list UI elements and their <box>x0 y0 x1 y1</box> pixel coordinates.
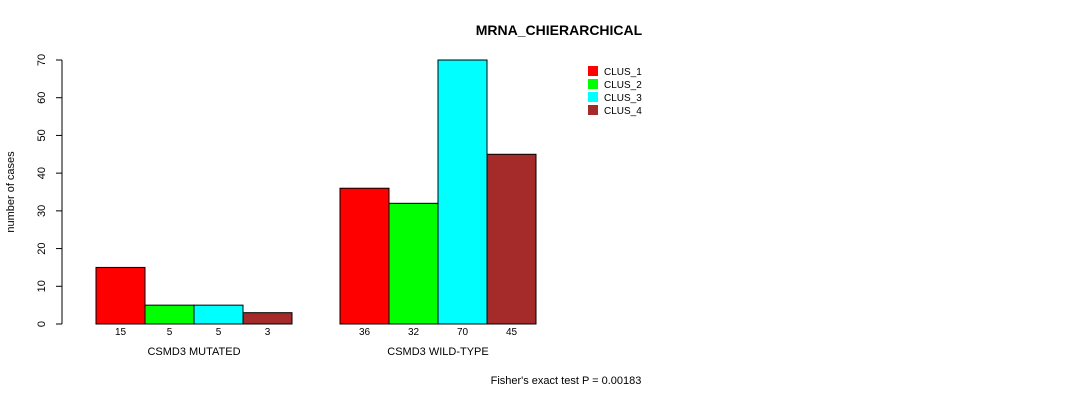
y-axis: 0 10 20 30 40 50 60 70 <box>36 54 63 327</box>
y-tick-label: 40 <box>36 167 48 179</box>
y-axis-label: number of cases <box>5 151 17 233</box>
bar-clus-3 <box>437 59 488 325</box>
y-tick-label: 10 <box>36 280 48 292</box>
bar-value-label: 45 <box>506 327 518 338</box>
bar-value-label: 3 <box>265 327 271 338</box>
legend-label: CLUS_2 <box>604 80 642 91</box>
y-tick-label: 0 <box>36 321 48 327</box>
y-tick-label: 20 <box>36 242 48 254</box>
legend: CLUS_1 CLUS_2 CLUS_3 CLUS_4 <box>588 66 642 117</box>
bar-value-label: 70 <box>457 327 469 338</box>
chart-title: MRNA_CHIERARCHICAL <box>476 22 643 38</box>
bar-clus-1 <box>339 187 390 325</box>
bar-clus-2 <box>388 202 439 325</box>
legend-label: CLUS_3 <box>604 93 642 104</box>
bar-value-label: 32 <box>408 327 420 338</box>
bar-value-label: 36 <box>359 327 371 338</box>
legend-swatch <box>588 79 598 89</box>
bar-clus-3 <box>193 304 244 325</box>
legend-swatch <box>588 92 598 102</box>
y-tick-label: 60 <box>36 92 48 104</box>
legend-swatch <box>588 105 598 115</box>
fisher-test-annotation: Fisher's exact test P = 0.00183 <box>491 375 642 387</box>
legend-swatch <box>588 66 598 76</box>
bar-value-label: 5 <box>216 327 222 338</box>
bar-clus-1 <box>95 266 146 325</box>
bars: 15 5 5 3 36 32 70 45 <box>95 59 537 338</box>
bar-clus-4 <box>486 153 537 325</box>
bar-clus-2 <box>144 304 195 325</box>
bar-value-label: 15 <box>115 327 127 338</box>
group-labels: CSMD3 MUTATED CSMD3 WILD-TYPE <box>147 346 488 358</box>
y-tick-label: 50 <box>36 129 48 141</box>
group-label: CSMD3 MUTATED <box>147 346 240 358</box>
y-tick-label: 70 <box>36 54 48 66</box>
bar-clus-4 <box>242 312 293 325</box>
legend-label: CLUS_1 <box>604 67 642 78</box>
bar-value-label: 5 <box>167 327 173 338</box>
group-label: CSMD3 WILD-TYPE <box>387 346 488 358</box>
legend-label: CLUS_4 <box>604 106 642 117</box>
y-tick-label: 30 <box>36 205 48 217</box>
